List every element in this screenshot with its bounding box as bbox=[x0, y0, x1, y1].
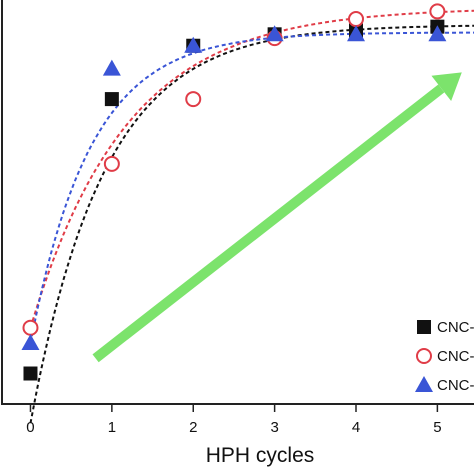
x-tick-label: 0 bbox=[26, 419, 34, 436]
fit-curve bbox=[29, 31, 474, 344]
data-point bbox=[184, 36, 203, 53]
legend-label: CNC- bbox=[437, 348, 474, 365]
x-axis-ticks: 0 1 2 3 4 5 bbox=[26, 404, 442, 436]
plot-frame bbox=[1, 0, 474, 405]
data-point bbox=[348, 11, 364, 28]
data-point bbox=[103, 155, 120, 172]
legend-marker bbox=[415, 376, 433, 392]
data-point bbox=[429, 3, 446, 20]
fit-curve bbox=[29, 24, 474, 424]
legend-label: CNC- bbox=[437, 319, 474, 336]
legend-marker bbox=[416, 348, 432, 364]
legend: CNC- CNC- CNC- bbox=[415, 319, 474, 394]
data-point bbox=[102, 59, 121, 76]
legend-marker bbox=[417, 320, 431, 334]
trend-arrow bbox=[92, 72, 462, 363]
fit-curves bbox=[29, 9, 474, 424]
data-point bbox=[104, 92, 119, 107]
legend-label: CNC- bbox=[437, 377, 474, 394]
x-axis-title: HPH cycles bbox=[206, 444, 315, 467]
x-tick-label: 4 bbox=[352, 419, 360, 436]
data-point bbox=[347, 25, 365, 42]
x-tick-label: 5 bbox=[433, 419, 441, 436]
data-point bbox=[23, 366, 38, 381]
data-point bbox=[185, 91, 202, 108]
data-points bbox=[21, 3, 447, 381]
data-point bbox=[22, 319, 39, 336]
data-point bbox=[428, 25, 447, 42]
trend-arrow-shaft bbox=[92, 84, 445, 363]
x-tick-label: 1 bbox=[108, 419, 116, 436]
trend-arrow-head bbox=[431, 72, 462, 102]
x-tick-label: 3 bbox=[270, 419, 278, 436]
x-tick-label: 2 bbox=[189, 419, 197, 436]
data-point bbox=[21, 334, 40, 351]
data-point bbox=[265, 25, 284, 42]
fit-curve bbox=[29, 9, 474, 329]
